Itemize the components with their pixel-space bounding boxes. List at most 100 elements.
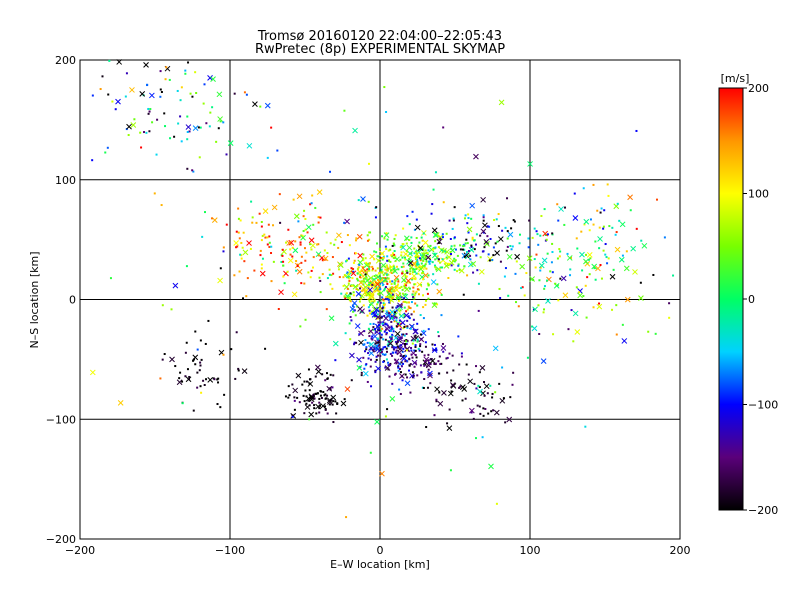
data-point-dot [410,236,413,239]
data-point-dot [440,362,443,365]
data-point-dot [357,288,360,291]
data-point-dot [397,280,400,283]
data-point-dot [614,233,617,236]
data-point-dot [419,364,422,367]
data-point-dot [389,335,392,338]
data-point-dot [350,379,353,382]
colorbar-tick-label: 0 [748,293,755,306]
data-point-dot [353,259,356,262]
data-point-dot [370,310,373,313]
data-point-dot [383,353,386,356]
data-point-dot [378,272,381,275]
data-point-dot [360,374,363,377]
data-point-dot [416,263,419,266]
data-point-dot [358,263,361,266]
data-point-dot [389,364,392,367]
data-point-dot [418,349,421,352]
data-point-dot [422,386,425,389]
data-point-dot [475,437,478,440]
data-point-dot [460,352,463,355]
data-point-dot [238,270,241,273]
data-point-dot [397,369,400,372]
data-point-dot [442,201,445,204]
data-point-dot [355,237,358,240]
data-point-x [416,281,423,288]
data-point-dot [392,242,395,245]
data-point-x [291,291,298,298]
data-point-x [417,245,424,252]
data-point-dot [348,279,351,282]
data-point-dot [411,342,414,345]
data-point-dot [361,280,364,283]
data-point-dot [615,304,618,307]
data-point-dot [368,262,371,265]
data-point-dot [402,333,405,336]
data-point-dot [382,302,385,305]
data-point-dot [414,250,417,253]
data-point-dot [276,149,279,152]
data-point-x [176,379,183,386]
data-point-dot [389,266,392,269]
data-point-dot [270,280,273,283]
chart-title-line-2: RwPretec (8p) EXPERIMENTAL SKYMAP [255,42,505,57]
data-point-dot [425,267,428,270]
data-point-dot [302,394,305,397]
data-point-dot [366,234,369,237]
data-point-dot [99,88,102,91]
data-point-dot [388,301,391,304]
data-point-dot [582,187,585,190]
data-point-dot [507,294,510,297]
data-point-dot [374,269,377,272]
data-point-x [149,92,155,99]
data-point-dot [370,337,373,340]
data-point-dot [147,107,150,110]
colorbar [718,87,744,511]
data-point-dot [376,338,379,341]
data-point-dot [423,364,426,367]
data-point-dot [394,351,397,354]
data-point-dot [373,250,376,253]
data-point-dot [261,257,264,260]
data-point-dot [475,365,478,368]
data-point-dot [418,257,421,260]
data-point-dot [211,106,214,109]
data-point-dot [655,198,658,201]
data-point-dot [564,206,567,209]
data-point-dot [384,415,387,418]
data-point-dot [393,267,396,270]
data-point-dot [306,380,309,383]
data-point-dot [394,286,397,289]
data-point-dot [366,341,369,344]
data-point-dot [381,276,384,279]
data-point-dot [423,264,426,267]
data-point-dot [381,298,384,301]
data-point-dot [422,329,425,332]
data-point-dot [400,337,403,340]
data-point-dot [531,236,534,239]
data-point-x [374,280,381,287]
data-point-dot [223,393,226,396]
data-point-dot [301,234,304,237]
data-point-dot [494,242,497,245]
data-point-dot [569,274,572,277]
data-point-dot [464,214,467,217]
data-point-dot [386,259,389,262]
data-point-dot [201,235,204,238]
data-point-dot [497,213,500,216]
data-point-dot [392,327,395,330]
data-point-dot [359,276,362,279]
data-point-dot [484,408,487,411]
data-point-dot [369,322,372,325]
data-point-dot [584,284,587,287]
data-point-dot [369,451,372,454]
data-point-dot [416,258,419,261]
data-point-dot [434,266,437,269]
data-point-dot [387,314,390,317]
data-point-x [410,335,417,342]
data-point-x [418,336,425,343]
data-point-dot [386,266,389,269]
data-point-dot [491,392,494,395]
data-point-dot [359,274,362,277]
data-point-dot [375,358,378,361]
data-point-dot [374,342,377,345]
